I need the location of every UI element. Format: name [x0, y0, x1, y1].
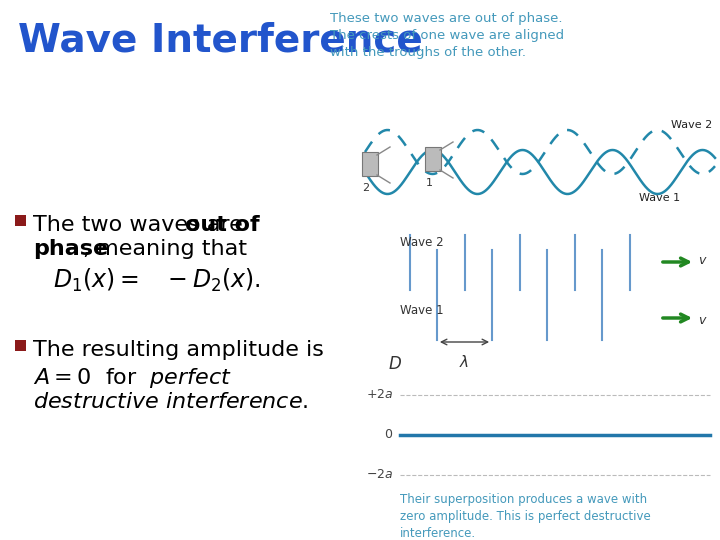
Text: Wave 2: Wave 2	[400, 235, 444, 248]
Text: The resulting amplitude is: The resulting amplitude is	[33, 340, 324, 360]
Text: phase: phase	[33, 239, 108, 259]
Text: $-2a$: $-2a$	[366, 469, 393, 482]
Text: $v$: $v$	[698, 254, 708, 267]
Text: out of: out of	[185, 215, 260, 235]
Text: 1: 1	[426, 178, 433, 188]
Text: Wave 1: Wave 1	[639, 193, 680, 203]
Text: $D_1(x) = \;\;\; -D_2(x).$: $D_1(x) = \;\;\; -D_2(x).$	[53, 267, 261, 294]
Text: These two waves are out of phase.
The crests of one wave are aligned
with the tr: These two waves are out of phase. The cr…	[330, 12, 564, 59]
Text: $\mathit{A} = 0$  for  $\mathit{perfect}$: $\mathit{A} = 0$ for $\mathit{perfect}$	[33, 366, 232, 390]
Text: $v$: $v$	[698, 314, 708, 327]
Text: $+2a$: $+2a$	[366, 388, 393, 402]
Text: $\mathit{destructive\ interference}$.: $\mathit{destructive\ interference}$.	[33, 392, 308, 412]
Text: Wave 1: Wave 1	[400, 303, 444, 316]
Text: $0$: $0$	[384, 429, 393, 442]
Bar	[15, 340, 26, 351]
FancyBboxPatch shape	[425, 147, 441, 171]
Text: Wave Interference: Wave Interference	[18, 22, 423, 60]
Text: Their superposition produces a wave with
zero amplitude. This is perfect destruc: Their superposition produces a wave with…	[400, 493, 651, 540]
Text: , meaning that: , meaning that	[83, 239, 247, 259]
Text: Wave 2: Wave 2	[671, 120, 712, 130]
Text: 2: 2	[362, 183, 369, 193]
Text: $\lambda$: $\lambda$	[459, 354, 469, 370]
Text: $D$: $D$	[388, 355, 402, 373]
Text: The two waves are: The two waves are	[33, 215, 250, 235]
FancyBboxPatch shape	[362, 152, 378, 176]
Bar	[15, 215, 26, 226]
